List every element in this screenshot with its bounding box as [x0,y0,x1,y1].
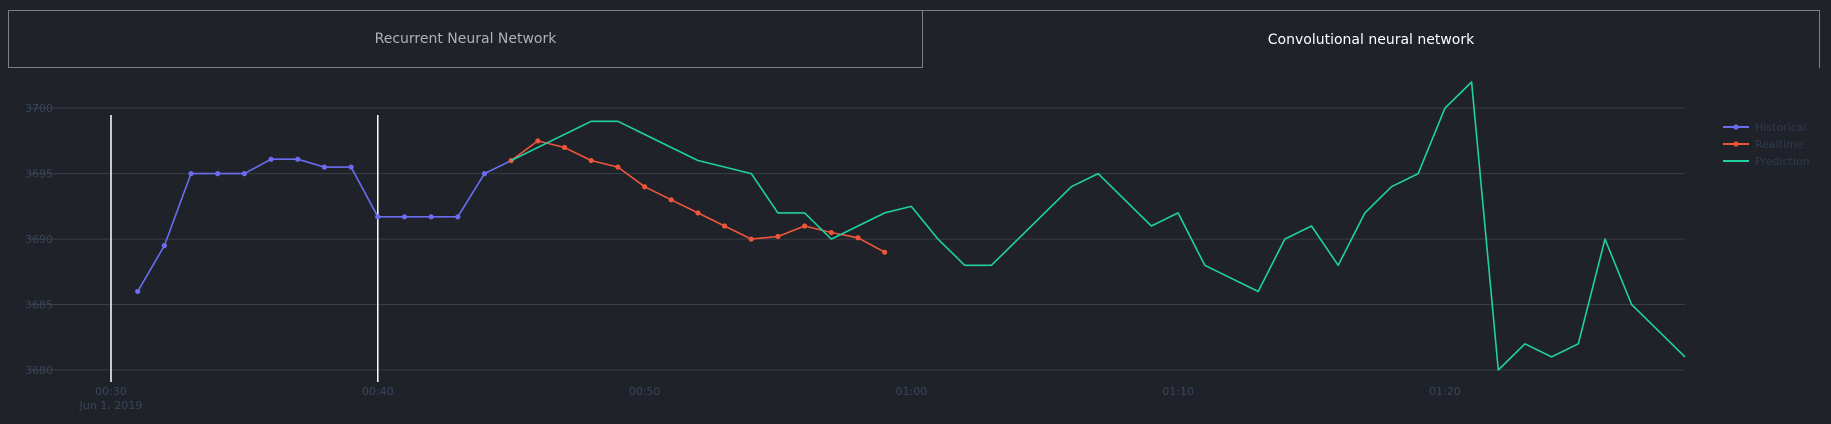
data-point-historical [481,171,488,177]
y-tick-label: 3695 [25,168,53,181]
data-point-realtime [615,164,621,170]
y-tick-label: 3700 [25,102,53,115]
data-point-realtime [721,223,728,229]
data-point-historical [375,214,381,220]
data-point-historical [188,171,194,177]
data-point-realtime [748,236,754,242]
data-point-historical [241,171,247,177]
data-point-historical [321,164,328,170]
data-point-realtime [695,210,701,216]
data-point-realtime [561,144,568,151]
y-axis-ticks: 3680 3685 3690 3695 3700 [25,102,53,377]
data-point-realtime [882,249,888,255]
series-line-historical [137,158,512,292]
y-tick-label: 3685 [25,299,53,312]
data-point-historical [401,214,408,220]
x-tick-sublabel: Jun 1, 2019 [79,399,143,412]
tab-convolutional-neural-network[interactable]: Convolutional neural network [922,10,1820,68]
x-tick-label: 00:30 [95,385,127,398]
legend-label-realtime[interactable]: Realtime [1755,138,1804,151]
legend-label-historical[interactable]: Historical [1755,121,1807,134]
series-line-prediction [510,81,1686,371]
data-point-historical [348,164,354,170]
y-tick-label: 3690 [25,233,53,246]
x-tick-label: 01:00 [895,385,927,398]
data-point-historical [455,214,461,220]
data-point-historical [295,156,301,162]
y-tick-label: 3680 [25,364,53,377]
series-layer [135,81,1686,371]
legend-label-prediction[interactable]: Prediction [1755,155,1810,168]
data-point-realtime [668,197,674,203]
x-tick-label: 00:50 [629,385,661,398]
data-point-realtime [508,157,514,164]
data-point-historical [135,288,141,295]
data-point-realtime [855,235,861,241]
tab-bar: Recurrent Neural Network Convolutional n… [8,10,1820,70]
data-point-realtime [775,233,781,240]
x-tick-label: 01:10 [1162,385,1194,398]
vertical-markers [110,115,379,382]
data-point-realtime [802,223,808,229]
legend-marker-historical [1733,124,1739,130]
data-point-historical [215,171,221,177]
data-point-realtime [588,157,594,164]
data-point-realtime [828,229,834,236]
legend-marker-realtime [1733,141,1739,147]
tab-recurrent-neural-network[interactable]: Recurrent Neural Network [8,10,923,68]
x-tick-label: 00:40 [362,385,394,398]
x-tick-label: 01:20 [1429,385,1461,398]
data-point-realtime [641,184,648,190]
data-point-historical [268,156,274,162]
data-point-historical [428,214,434,220]
legend[interactable]: Historical Realtime Prediction [1723,121,1810,168]
data-point-historical [161,243,167,249]
data-point-realtime [535,138,541,144]
